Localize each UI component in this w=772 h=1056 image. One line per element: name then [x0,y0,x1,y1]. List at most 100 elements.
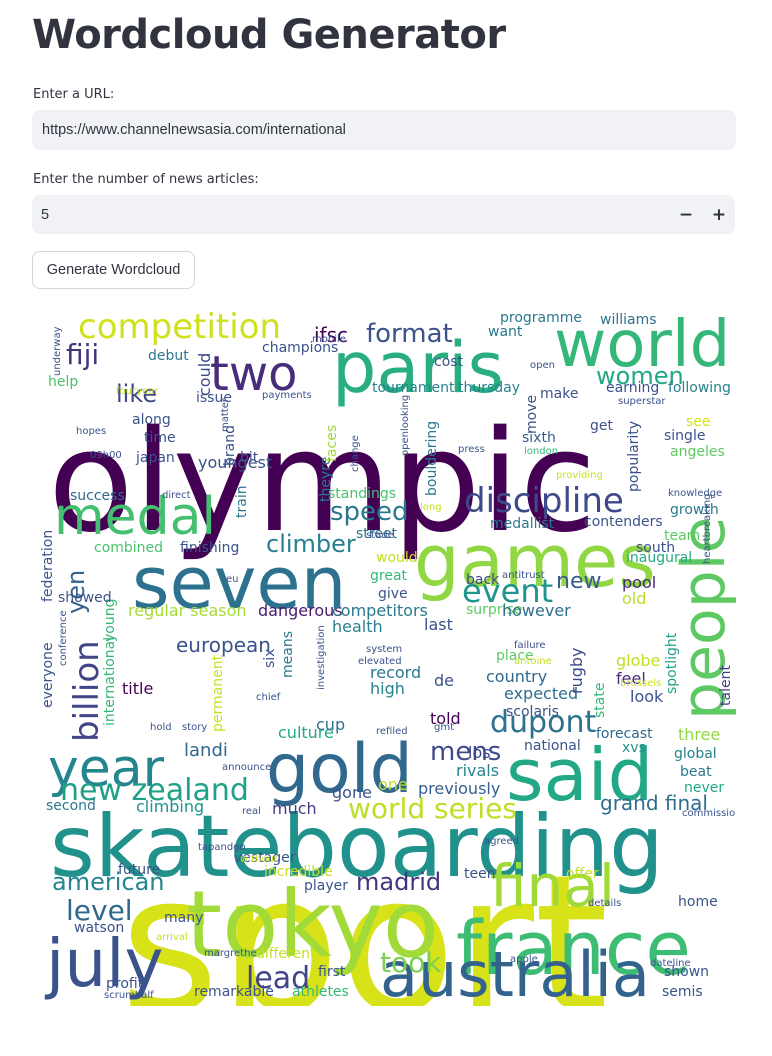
wordcloud-word: cost [434,354,464,370]
wordcloud-word: system [366,644,402,655]
wordcloud-word: everyone [40,642,56,708]
wordcloud-word: madrid [356,868,441,896]
wordcloud-word: said [506,733,653,817]
decrement-button[interactable]: − [678,204,694,225]
wordcloud-word: time [144,430,176,446]
increment-button[interactable]: + [711,204,727,225]
wordcloud-word: young [102,599,118,642]
wordcloud-word: along [132,412,171,428]
wordcloud-word: conference [58,610,69,666]
wordcloud-word: means [280,631,296,678]
wordcloud-word: state [592,683,608,718]
wordcloud-word: stade [366,530,394,541]
wordcloud-word: cup [316,715,345,734]
wordcloud-word: lead [246,961,310,996]
wordcloud-word: sixth [522,430,556,446]
wordcloud-word: inaugural [626,550,692,566]
wordcloud-word: success [70,488,125,504]
wordcloud-word: climbing [136,797,204,816]
wordcloud-word: new [556,569,601,594]
wordcloud-word: growth [670,502,719,518]
wordcloud-word: programme [500,310,582,326]
wordcloud-word: train [234,485,250,518]
wordcloud-word: talent [718,665,734,706]
wordcloud-word: arrival [156,932,188,943]
wordcloud-word: refiled [376,726,408,737]
wordcloud-word: remarkable [194,984,274,1000]
url-label: Enter a URL: [33,87,115,102]
wordcloud-word: offer [566,866,599,882]
wordcloud-word: second [46,798,96,814]
wordcloud-word: old [622,589,646,608]
wordcloud-word: high [370,679,405,698]
wordcloud-word: combined [94,540,163,556]
wordcloud-word: would [376,550,418,566]
generate-wordcloud-button[interactable]: Generate Wordcloud [32,251,195,289]
wordcloud-word: faces [324,425,340,462]
wordcloud-word: showed [58,590,112,606]
url-input[interactable] [32,110,736,150]
wordcloud-word: look [630,687,664,706]
wordcloud-word: seven [132,541,346,625]
wordcloud-word: mens [430,737,501,767]
wordcloud-word: single [664,428,705,444]
wordcloud-word: eu [226,574,239,585]
wordcloud-word: event [462,572,553,610]
wordcloud-word: ifsc [314,323,348,347]
wordcloud-word: american [52,868,165,896]
wordcloud-word: give [378,586,408,602]
wordcloud-word: final [490,852,615,920]
wordcloud-word: three [678,725,720,744]
wordcloud-word: thursday [458,380,520,396]
wordcloud-word: teen [464,866,496,882]
wordcloud-word: globe [616,651,660,670]
wordcloud-word: back [466,572,500,588]
wordcloud-word: dateline [650,958,691,969]
wordcloud-word: providing [556,470,603,481]
wordcloud-word: standings [328,486,396,502]
wordcloud-word: margrethe [204,948,257,959]
wordcloud-word: country [486,667,547,686]
wordcloud-word: gmt [434,722,454,733]
wordcloud-word: issue [196,390,232,406]
wordcloud-word: many [164,910,203,926]
wordcloud-word: title [122,679,153,698]
articles-count-field[interactable] [32,195,662,234]
wordcloud-word: year [48,739,165,799]
wordcloud-word: never [684,780,724,796]
wordcloud-word: bouldering [424,421,440,496]
wordcloud-word: chief [256,692,281,703]
wordcloud-word: beat [680,764,712,780]
wordcloud-word: mobile [312,334,346,345]
wordcloud-word: skateboarding [50,797,664,897]
wordcloud-word: following [668,380,731,396]
wordcloud-word: scolaris [506,704,559,720]
wordcloud-word: champions [262,340,338,356]
wordcloud-word: speed [330,497,409,527]
wordcloud-word: tapandgo [198,842,246,853]
wordcloud-word: competition [78,307,281,347]
wordcloud-word: federation [40,530,56,602]
wordcloud-word: semis [662,984,703,1000]
wordcloud-word: london [524,446,558,457]
wordcloud-word: record [370,663,421,682]
wordcloud-word: gold [266,730,413,809]
wordcloud-word: hold [150,722,172,733]
wordcloud-word: surprise [466,602,522,618]
wordcloud-word: european [176,633,271,657]
wordcloud-word: people [669,517,736,720]
wordcloud-word: heartbreaking [702,494,713,564]
wordcloud-word: make [540,386,578,402]
wordcloud-word: announce [222,762,271,773]
wordcloud-word: previously [418,779,500,798]
wordcloud-word: first [318,964,346,980]
wordcloud-word: commission [682,808,736,819]
wordcloud-word: de [434,671,454,690]
wordcloud-word: feel [616,669,646,688]
wordcloud-word: global [674,746,717,762]
wordcloud-word: details [588,898,621,909]
wordcloud-word: elevated [358,656,402,667]
wordcloud-word: real [242,806,261,817]
wordcloud-word: team [664,528,700,544]
